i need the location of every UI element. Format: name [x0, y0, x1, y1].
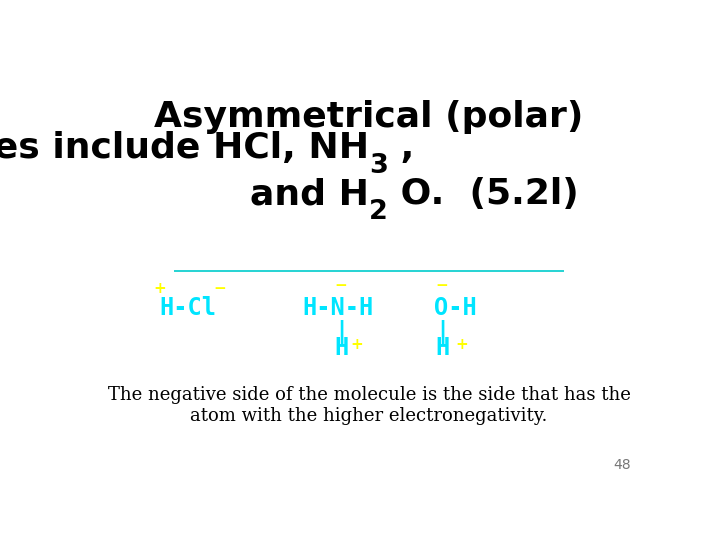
Text: +: + — [456, 337, 469, 352]
Text: H: H — [334, 335, 348, 360]
Text: molecules include HCl, NH: molecules include HCl, NH — [0, 131, 369, 165]
Text: Asymmetrical (polar): Asymmetrical (polar) — [154, 100, 584, 134]
Text: |: | — [436, 321, 450, 346]
Text: ,: , — [388, 131, 414, 165]
Text: +: + — [153, 281, 166, 295]
Text: H: H — [436, 335, 450, 360]
Text: 48: 48 — [613, 458, 631, 472]
Text: |: | — [334, 321, 348, 346]
Text: H-Cl: H-Cl — [159, 296, 216, 320]
Text: and H: and H — [250, 177, 369, 211]
Text: H-N-H: H-N-H — [302, 296, 374, 320]
Text: 2: 2 — [369, 199, 388, 225]
Text: O.  (5.2l): O. (5.2l) — [388, 177, 579, 211]
Text: O-H: O-H — [434, 296, 477, 320]
Text: 3: 3 — [369, 153, 388, 179]
Text: −: − — [214, 281, 226, 295]
Text: atom with the higher electronegativity.: atom with the higher electronegativity. — [190, 407, 548, 425]
Text: −: − — [435, 278, 448, 293]
Text: The negative side of the molecule is the side that has the: The negative side of the molecule is the… — [107, 386, 631, 404]
Text: +: + — [351, 337, 363, 352]
Text: −: − — [335, 278, 348, 293]
